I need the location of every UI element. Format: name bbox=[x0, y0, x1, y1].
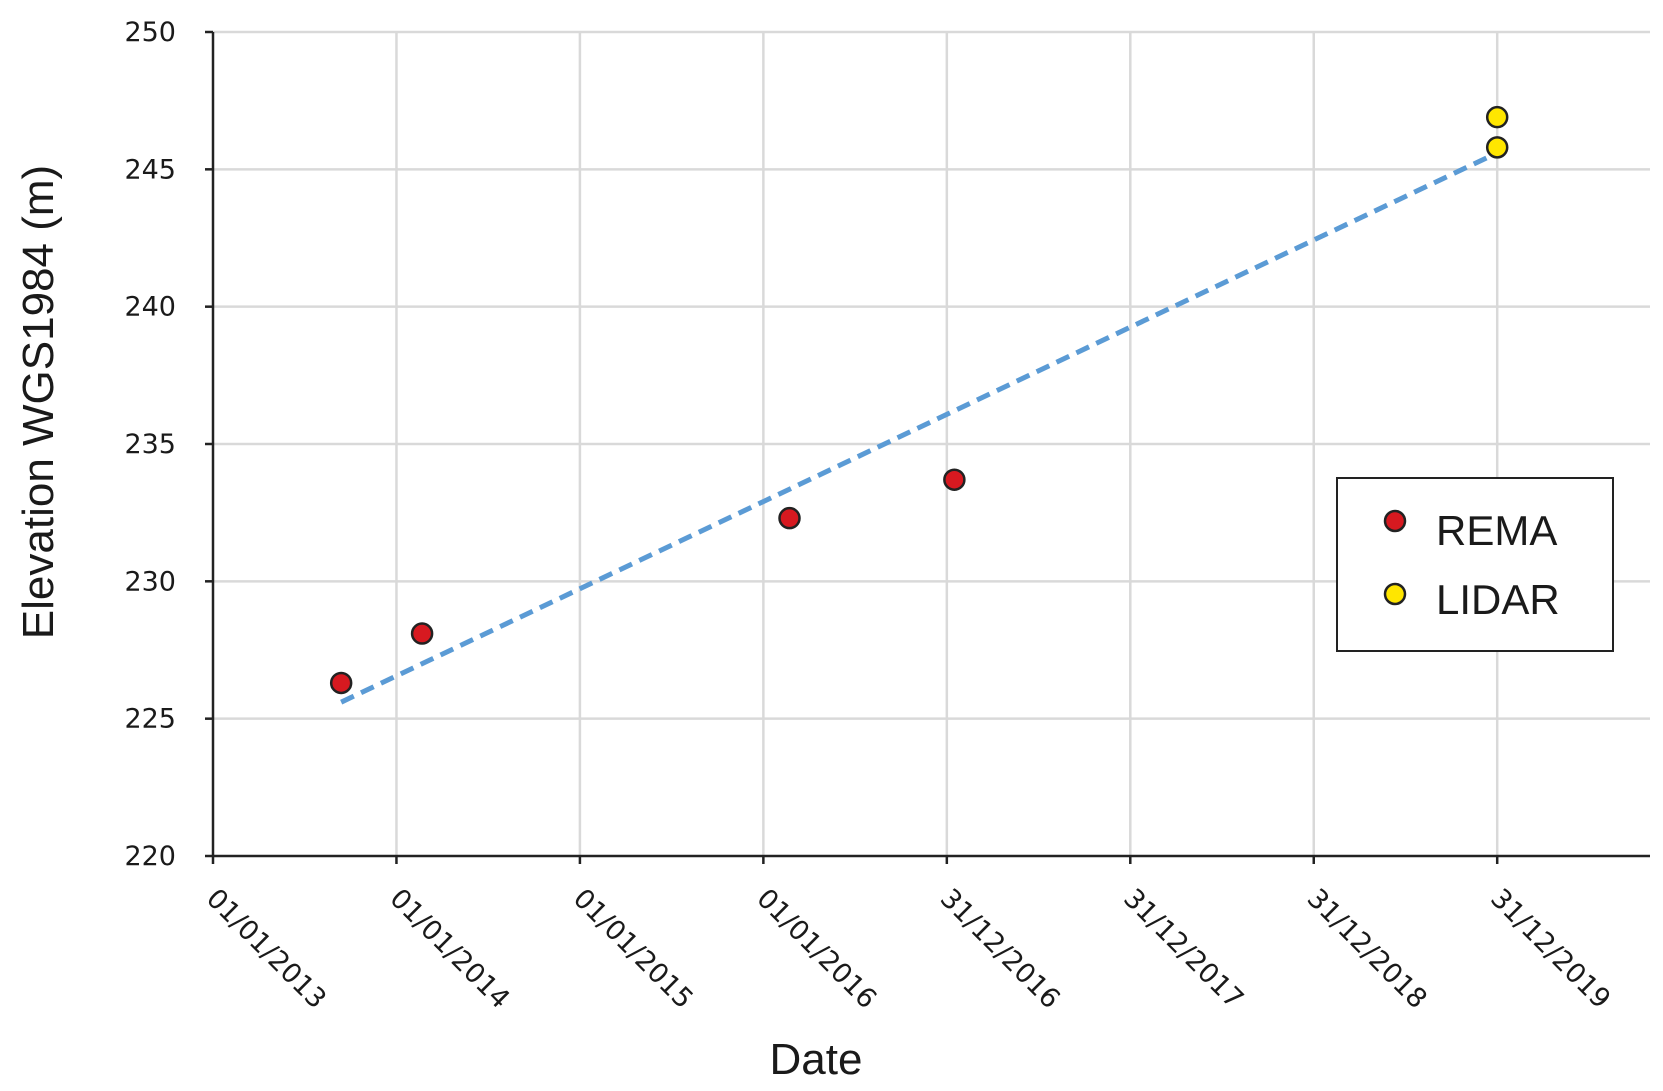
y-tick-label: 240 bbox=[124, 292, 176, 323]
y-tick-label: 235 bbox=[124, 429, 176, 460]
data-point-lidar bbox=[1485, 105, 1509, 129]
legend-label-lidar: LIDAR bbox=[1436, 576, 1560, 623]
x-tick-label: 31/12/2018 bbox=[1301, 883, 1433, 1015]
y-tick-label: 245 bbox=[124, 154, 176, 185]
legend-box bbox=[1336, 477, 1614, 652]
trendline bbox=[340, 150, 1499, 705]
data-point-lidar bbox=[1485, 136, 1509, 159]
grid-lines bbox=[213, 30, 1650, 856]
x-tick-label: 01/01/2013 bbox=[200, 883, 332, 1015]
axes bbox=[205, 30, 1650, 864]
y-tick-label: 250 bbox=[124, 17, 176, 48]
legend: REMA LIDAR bbox=[1336, 477, 1614, 652]
y-axis-title: Elevation WGS1984 (m) bbox=[14, 165, 63, 639]
data-point-rema bbox=[329, 671, 353, 695]
data-point-rema bbox=[410, 622, 434, 645]
y-tick-label: 230 bbox=[124, 566, 176, 597]
legend-label-rema: REMA bbox=[1436, 507, 1557, 554]
y-tick-labels: 220 225 230 235 240 245 250 bbox=[124, 17, 176, 872]
legend-marker-rema bbox=[1383, 509, 1407, 533]
trendline-dashed bbox=[340, 150, 1499, 705]
x-tick-labels: 01/01/2013 01/01/2014 01/01/2015 01/01/2016… bbox=[200, 883, 1616, 1015]
y-tick-label: 220 bbox=[124, 841, 176, 872]
x-tick-label: 01/01/2016 bbox=[750, 883, 882, 1015]
x-tick-label: 01/01/2015 bbox=[567, 883, 699, 1015]
x-tick-label: 31/12/2017 bbox=[1117, 883, 1249, 1015]
x-tick-label: 31/12/2016 bbox=[934, 883, 1066, 1015]
x-tick-label: 01/01/2014 bbox=[384, 883, 516, 1015]
data-point-rema bbox=[943, 468, 966, 491]
x-tick-label: 31/12/2019 bbox=[1484, 883, 1616, 1015]
data-point-rema bbox=[778, 506, 801, 530]
x-axis-title: Date bbox=[770, 1035, 863, 1084]
legend-marker-lidar bbox=[1383, 582, 1407, 606]
data-points bbox=[329, 105, 1509, 695]
y-tick-label: 225 bbox=[124, 704, 176, 735]
